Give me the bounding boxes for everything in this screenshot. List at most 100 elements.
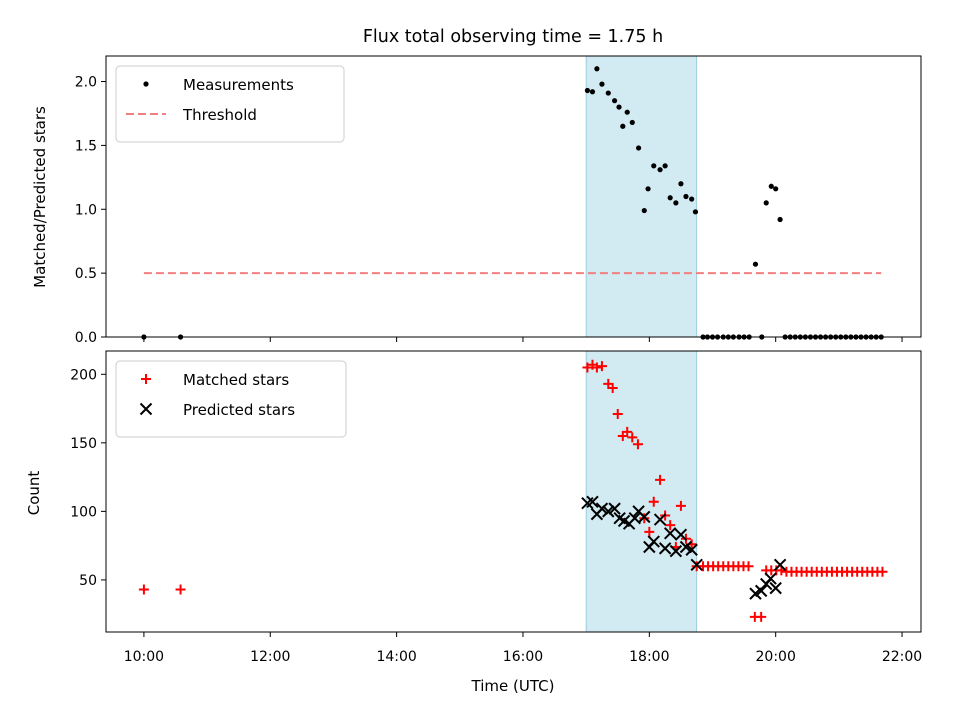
matched-star-point <box>582 362 593 373</box>
legend-predicted-swatch <box>139 402 153 416</box>
legend-measurement-swatch <box>143 81 149 87</box>
matched-star-point <box>591 362 602 373</box>
measurement-point <box>773 186 779 192</box>
predicted-star-point <box>663 527 677 540</box>
legend-label: Measurements <box>183 76 294 94</box>
legend-matched-swatch <box>141 374 151 384</box>
predicted-star-point <box>674 528 688 541</box>
x-tick-label: 10:00 <box>124 649 164 665</box>
matched-star-point <box>648 496 659 507</box>
matched-star-point <box>622 426 633 437</box>
predicted-star-point <box>647 535 660 548</box>
plot-area-bottom <box>105 350 922 633</box>
predicted-star-point <box>669 544 683 558</box>
y-axis-top: 0.0 0.5 1.0 1.5 2.0 <box>75 75 106 346</box>
x-tick-label: 14:00 <box>376 649 416 665</box>
measurement-point <box>624 109 630 115</box>
highlight-span-rect <box>585 350 698 633</box>
measurement-point <box>763 200 769 206</box>
y-axis-bottom: 50 100 150 200 <box>70 367 106 589</box>
legend-label: Predicted stars <box>183 401 295 419</box>
legend-box <box>115 360 347 438</box>
measurement-point <box>768 183 774 189</box>
y-tick-label: 150 <box>70 436 97 452</box>
matched-star-point <box>756 611 767 622</box>
measurement-point <box>599 81 605 87</box>
matched-star-point <box>877 566 888 577</box>
measurement-points <box>141 66 884 340</box>
matched-star-point <box>175 584 186 595</box>
x-tick-label: 22:00 <box>882 649 922 665</box>
measurement-point <box>641 207 647 214</box>
matched-star-point <box>596 361 607 372</box>
measurement-point <box>777 216 783 223</box>
predicted-star-point <box>638 510 651 524</box>
matched-star-point <box>607 383 618 394</box>
predicted-star-point <box>595 502 609 515</box>
legend-box <box>115 65 345 143</box>
predicted-star-point <box>653 513 667 526</box>
matched-star-point <box>675 500 686 511</box>
measurement-point <box>605 90 611 96</box>
measurement-point <box>589 89 596 95</box>
measurement-point <box>692 209 699 215</box>
predicted-star-point <box>773 558 787 572</box>
count-points <box>138 359 888 622</box>
highlight-span-bottom <box>585 350 698 633</box>
measurement-point <box>629 119 635 126</box>
x-tick-label: 20:00 <box>756 649 796 665</box>
matched-star-point <box>612 409 623 420</box>
plot-area-top <box>105 55 922 338</box>
x-axis-bottom: 10:00 12:00 14:00 16:00 18:00 20:00 22:00 <box>124 632 922 665</box>
predicted-star-point <box>586 495 599 508</box>
y-tick-label: 50 <box>79 573 97 589</box>
y-tick-label: 1.5 <box>75 138 97 154</box>
top-panel: 0.00.51.01.52.0 Matched/Predicted stars … <box>31 55 922 346</box>
measurement-point <box>635 145 642 151</box>
y-tick-label: 100 <box>70 504 97 520</box>
measurement-point <box>620 123 626 129</box>
highlight-span-top <box>585 55 698 338</box>
predicted-star-point <box>608 502 621 515</box>
measurement-point <box>651 163 657 169</box>
bottom-panel: 50 100 150 200 10:00 12:00 14:00 16:00 18:00 20:… <box>25 350 922 695</box>
measurement-point <box>683 193 689 200</box>
legend-label: Threshold <box>182 106 257 124</box>
x-tick-label: 16:00 <box>503 649 543 665</box>
y-axis-label-top: Matched/Predicted stars <box>31 106 49 288</box>
measurement-point <box>645 186 651 192</box>
legend-label: Matched stars <box>183 371 289 389</box>
predicted-star-point <box>685 543 698 556</box>
predicted-star-point <box>658 542 672 555</box>
highlight-span-rect <box>585 55 698 338</box>
measurement-point <box>662 163 668 169</box>
measurement-point <box>594 66 600 72</box>
y-tick-label: 200 <box>70 367 97 383</box>
x-axis-top <box>143 337 903 342</box>
measurement-point <box>689 196 695 202</box>
y-axis-label-bottom: Count <box>25 471 43 516</box>
x-tick-label: 18:00 <box>629 649 669 665</box>
matched-star-point <box>138 584 149 595</box>
matched-star-point <box>627 432 638 443</box>
matched-star-point <box>644 526 655 537</box>
x-axis-label: Time (UTC) <box>471 677 555 695</box>
matched-star-point <box>743 561 754 572</box>
y-tick-label: 2.0 <box>75 75 97 91</box>
measurement-point <box>673 200 679 206</box>
measurement-point <box>611 98 618 104</box>
measurement-point <box>667 195 673 201</box>
measurement-point <box>584 87 591 94</box>
predicted-star-point <box>769 581 782 595</box>
matched-star-point <box>665 520 676 531</box>
x-tick-label: 12:00 <box>250 649 290 665</box>
chart-title: Flux total observing time = 1.75 h <box>363 27 663 47</box>
predicted-star-point <box>754 584 768 598</box>
matched-star-point <box>655 474 666 485</box>
predicted-star-point <box>764 572 777 585</box>
y-tick-label: 1.0 <box>75 202 97 218</box>
y-tick-label: 0.5 <box>75 266 97 282</box>
measurement-point <box>616 104 622 110</box>
matched-star-point <box>632 439 643 450</box>
